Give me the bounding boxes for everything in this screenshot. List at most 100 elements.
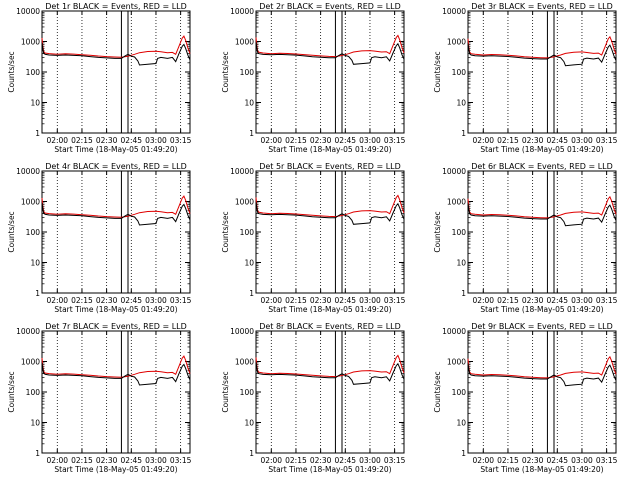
y-tick-label: 10000	[230, 7, 254, 16]
detector-panel: Det 6r BLACK = Events, RED = LLD 1 10 100 10…	[433, 162, 618, 314]
x-tick-label: 02:15	[71, 456, 93, 465]
detector-panel: Det 2r BLACK = Events, RED = LLD 1 10 100 10…	[221, 2, 406, 154]
x-tick-label: 02:30	[96, 136, 118, 145]
y-axis-label: Counts/sec	[433, 51, 442, 92]
x-tick-label: 02:30	[96, 456, 118, 465]
x-axis-label: Start Time (18-May-05 01:49:20)	[480, 465, 603, 474]
panel-title: Det 5r BLACK = Events, RED = LLD	[259, 162, 401, 171]
y-tick-label: 100	[26, 228, 41, 237]
panel-title: Det 1r BLACK = Events, RED = LLD	[45, 2, 187, 11]
y-axis-label: Counts/sec	[221, 371, 230, 412]
detector-panel: Det 1r BLACK = Events, RED = LLD 1 10 100 10…	[7, 2, 192, 154]
y-tick-label: 1	[35, 289, 40, 298]
panel-title: Det 8r BLACK = Events, RED = LLD	[259, 322, 401, 331]
x-tick-label: 02:00	[472, 456, 494, 465]
plot-frame	[467, 10, 617, 134]
x-tick-label: 03:00	[571, 456, 593, 465]
y-axis-label: Counts/sec	[433, 371, 442, 412]
events-series-line	[255, 362, 405, 385]
plot-frame	[41, 170, 191, 294]
y-tick-label: 100	[452, 68, 467, 77]
panel-title: Det 3r BLACK = Events, RED = LLD	[471, 2, 613, 11]
x-axis-label: Start Time (18-May-05 01:49:20)	[480, 305, 603, 314]
y-tick-label: 10000	[16, 167, 40, 176]
x-tick-label: 03:15	[170, 456, 192, 465]
x-tick-label: 02:15	[497, 296, 519, 305]
lld-series-line	[467, 35, 617, 59]
panel-title: Det 2r BLACK = Events, RED = LLD	[259, 2, 401, 11]
lld-series-line	[255, 194, 405, 218]
events-series-line	[41, 202, 191, 226]
x-tick-label: 03:00	[359, 296, 381, 305]
x-tick-label: 03:15	[170, 296, 192, 305]
x-tick-label: 02:15	[285, 456, 307, 465]
y-tick-label: 1	[249, 129, 254, 138]
y-tick-label: 100	[452, 228, 467, 237]
x-tick-label: 02:45	[334, 136, 356, 145]
plot-frame	[255, 330, 405, 454]
y-tick-label: 10	[456, 259, 466, 268]
x-tick-label: 03:15	[596, 456, 618, 465]
x-tick-label: 02:00	[472, 136, 494, 145]
x-tick-label: 02:15	[71, 296, 93, 305]
lld-series-line	[467, 195, 617, 219]
y-tick-label: 100	[240, 388, 255, 397]
lld-series-line	[41, 195, 191, 218]
events-series-line	[467, 203, 617, 227]
y-tick-label: 1000	[235, 38, 254, 47]
x-tick-label: 02:45	[120, 296, 142, 305]
x-axis-label: Start Time (18-May-05 01:49:20)	[54, 145, 177, 154]
y-tick-label: 1000	[447, 198, 466, 207]
y-tick-label: 10	[30, 99, 40, 108]
x-tick-label: 02:15	[497, 136, 519, 145]
plot-frame	[255, 170, 405, 294]
y-axis-label: Counts/sec	[221, 51, 230, 92]
y-tick-label: 1000	[21, 198, 40, 207]
detector-panel: Det 3r BLACK = Events, RED = LLD 1 10 100 10…	[433, 2, 618, 154]
events-series-line	[255, 202, 405, 225]
x-tick-label: 03:15	[384, 456, 406, 465]
y-tick-label: 10	[456, 99, 466, 108]
x-tick-label: 02:30	[310, 296, 332, 305]
y-tick-label: 10	[244, 419, 254, 428]
x-tick-label: 02:15	[285, 136, 307, 145]
x-tick-label: 02:00	[260, 296, 282, 305]
x-tick-label: 02:00	[46, 296, 68, 305]
y-axis-label: Counts/sec	[7, 371, 16, 412]
plot-frame	[41, 330, 191, 454]
detector-panel: Det 4r BLACK = Events, RED = LLD 1 10 100 10…	[7, 162, 192, 314]
x-tick-label: 03:15	[384, 136, 406, 145]
panel-title: Det 6r BLACK = Events, RED = LLD	[471, 162, 613, 171]
y-tick-label: 1000	[235, 358, 254, 367]
y-tick-label: 1	[461, 449, 466, 458]
detector-panel: Det 8r BLACK = Events, RED = LLD 1 10 100 10…	[221, 322, 406, 474]
x-axis-label: Start Time (18-May-05 01:49:20)	[480, 145, 603, 154]
x-tick-label: 03:00	[571, 296, 593, 305]
y-tick-label: 100	[452, 388, 467, 397]
x-tick-label: 03:15	[596, 296, 618, 305]
x-tick-label: 03:00	[359, 456, 381, 465]
plot-frame	[41, 10, 191, 134]
y-tick-label: 10	[30, 259, 40, 268]
events-series-line	[41, 362, 191, 386]
y-tick-label: 1000	[21, 38, 40, 47]
y-tick-label: 1	[461, 129, 466, 138]
y-tick-label: 1	[249, 289, 254, 298]
y-tick-label: 10000	[442, 167, 466, 176]
y-tick-label: 10000	[16, 7, 40, 16]
y-axis-label: Counts/sec	[433, 211, 442, 252]
x-axis-label: Start Time (18-May-05 01:49:20)	[268, 465, 391, 474]
x-tick-label: 02:30	[310, 456, 332, 465]
y-axis-label: Counts/sec	[7, 51, 16, 92]
y-tick-label: 1	[35, 129, 40, 138]
y-tick-label: 10	[244, 259, 254, 268]
plot-frame	[255, 10, 405, 134]
y-tick-label: 100	[240, 68, 255, 77]
x-axis-label: Start Time (18-May-05 01:49:20)	[268, 305, 391, 314]
panel-title: Det 9r BLACK = Events, RED = LLD	[471, 322, 613, 331]
y-axis-label: Counts/sec	[7, 211, 16, 252]
x-tick-label: 02:00	[260, 456, 282, 465]
events-series-line	[41, 42, 191, 66]
panel-title: Det 7r BLACK = Events, RED = LLD	[45, 322, 187, 331]
